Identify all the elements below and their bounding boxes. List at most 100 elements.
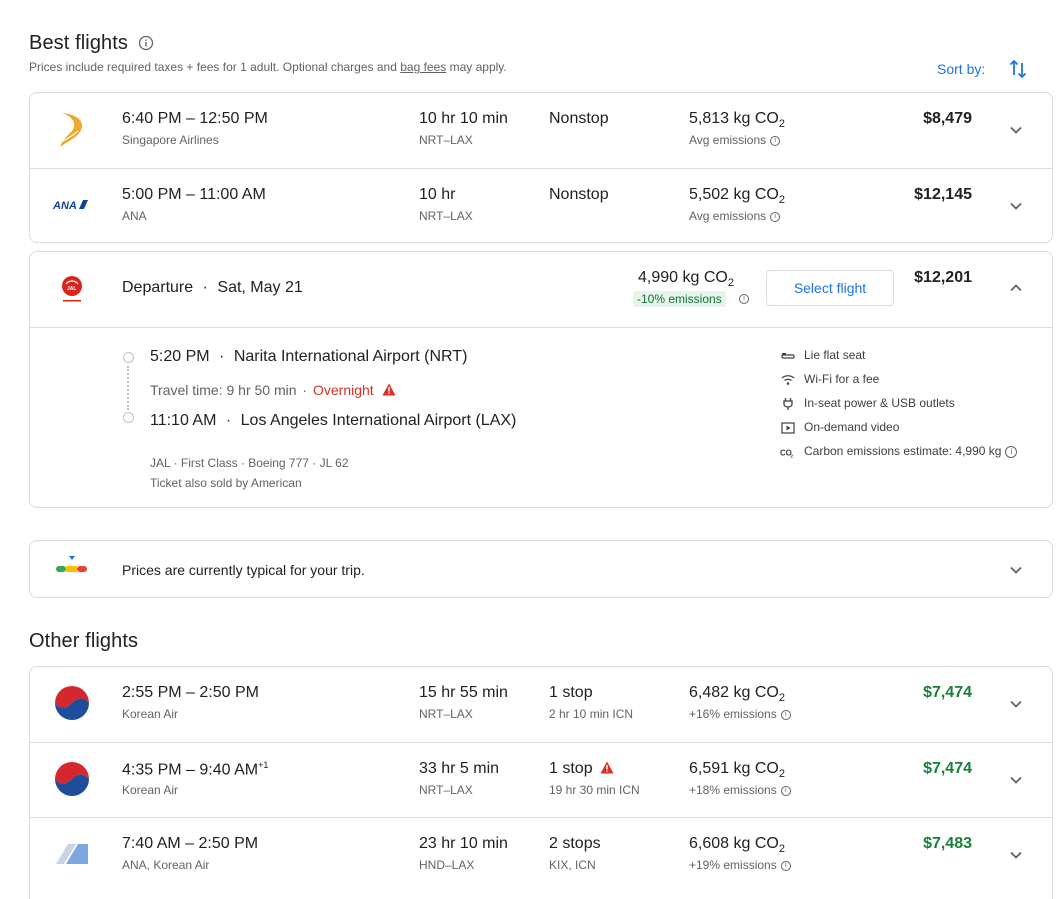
flight-row-ana-korean[interactable]: 7:40 AM – 2:50 PM ANA, Korean Air 23 hr … bbox=[30, 817, 1052, 892]
svg-text:JAL: JAL bbox=[67, 286, 76, 292]
chevron-down-icon[interactable] bbox=[1006, 120, 1026, 140]
arrival-info: 11:10 AM · Los Angeles International Air… bbox=[150, 412, 517, 429]
singapore-airlines-logo bbox=[60, 113, 83, 147]
also-sold-by: Ticket also sold by American bbox=[150, 476, 302, 490]
departure-label: Departure bbox=[122, 279, 194, 296]
price: $8,479 bbox=[923, 110, 972, 127]
layover: KIX, ICN bbox=[549, 858, 596, 872]
co2-text: 6,608 kg CO bbox=[689, 835, 779, 852]
co2-icon: CO2 bbox=[780, 449, 794, 459]
info-icon[interactable]: i bbox=[780, 709, 791, 720]
emissions-text: Avg emissions bbox=[689, 133, 767, 147]
lie-flat-seat-icon bbox=[781, 353, 795, 359]
departure-date: Sat, May 21 bbox=[217, 279, 303, 296]
chevron-down-icon[interactable] bbox=[1006, 196, 1026, 216]
info-icon[interactable]: i bbox=[780, 860, 791, 871]
best-flights-heading: Best flights bbox=[29, 32, 129, 54]
chevron-down-icon[interactable] bbox=[1006, 694, 1026, 714]
flight-times: 4:35 PM – 9:40 AM+1 bbox=[122, 760, 268, 779]
sort-icon[interactable] bbox=[1008, 58, 1028, 80]
times-text: 4:35 PM – 9:40 AM bbox=[122, 761, 259, 779]
korean-air-logo bbox=[55, 762, 89, 796]
duration: 10 hr bbox=[419, 186, 456, 203]
info-icon[interactable]: i bbox=[1005, 445, 1018, 458]
duration: 10 hr 10 min bbox=[419, 110, 508, 127]
other-flights-title: Other flights bbox=[29, 630, 139, 652]
info-icon[interactable]: i bbox=[770, 135, 781, 146]
co2-value: 6,482 kg CO2 bbox=[689, 684, 785, 705]
wifi-icon bbox=[781, 375, 795, 385]
stops: Nonstop bbox=[549, 110, 609, 127]
best-flights-list: 6:40 PM – 12:50 PM Singapore Airlines 10… bbox=[29, 92, 1053, 243]
info-icon[interactable] bbox=[138, 35, 154, 51]
emissions-label: +19% emissions i bbox=[689, 858, 791, 872]
co2-value: 6,591 kg CO2 bbox=[689, 760, 785, 781]
emissions-text: Avg emissions bbox=[689, 209, 767, 223]
co2-text: 4,990 kg CO bbox=[638, 269, 728, 286]
airline-name: Singapore Airlines bbox=[122, 133, 219, 147]
co2-value: 5,502 kg CO2 bbox=[689, 186, 785, 207]
sort-by-label[interactable]: Sort by: bbox=[937, 61, 986, 77]
bag-fees-link[interactable]: bag fees bbox=[400, 60, 447, 74]
price-insight-icon bbox=[56, 556, 87, 572]
stops-text: 1 stop bbox=[549, 760, 593, 777]
flight-times: 2:55 PM – 2:50 PM bbox=[122, 684, 259, 701]
disclaimer-text: Prices include required taxes + fees for… bbox=[29, 60, 401, 74]
co2-text: 6,482 kg CO bbox=[689, 684, 779, 701]
overnight-label: Overnight bbox=[312, 382, 374, 398]
stops: Nonstop bbox=[549, 186, 609, 203]
flight-details: JAL · First Class · Boeing 777 · JL 62 bbox=[150, 456, 349, 470]
select-flight-button[interactable]: Select flight bbox=[766, 270, 894, 306]
disclaimer-suffix: may apply. bbox=[446, 60, 507, 74]
svg-text:2: 2 bbox=[791, 453, 794, 458]
video-icon bbox=[781, 422, 795, 434]
airline-name: Korean Air bbox=[122, 783, 179, 797]
duration: 23 hr 10 min bbox=[419, 835, 508, 852]
info-icon[interactable]: i bbox=[770, 211, 781, 222]
amenity-power: In-seat power & USB outlets bbox=[804, 396, 955, 410]
divider bbox=[30, 327, 1052, 328]
route: NRT–LAX bbox=[419, 783, 473, 797]
flight-row-korean-2[interactable]: 4:35 PM – 9:40 AM+1 Korean Air 33 hr 5 m… bbox=[30, 742, 1052, 817]
duration: 33 hr 5 min bbox=[419, 760, 500, 777]
price-insight-text: Prices are currently typical for your tr… bbox=[122, 562, 365, 578]
departure-info: 5:20 PM · Narita International Airport (… bbox=[150, 348, 468, 365]
info-icon[interactable]: i bbox=[739, 294, 749, 304]
arrival-time: 11:10 AM bbox=[150, 412, 217, 429]
emissions-text: +16% emissions bbox=[689, 707, 777, 721]
flight-times: 7:40 AM – 2:50 PM bbox=[122, 835, 259, 852]
co2-value: 4,990 kg CO2 bbox=[638, 269, 734, 290]
route: NRT–LAX bbox=[419, 707, 473, 721]
departure-dot bbox=[123, 352, 134, 363]
emissions-text: +19% emissions bbox=[689, 858, 777, 872]
chevron-down-icon[interactable] bbox=[1006, 770, 1026, 790]
flight-row-ana[interactable]: ANA 5:00 PM – 11:00 AM ANA 10 hr NRT–LAX… bbox=[30, 168, 1052, 242]
expanded-flight-jal: JAL Departure · Sat, May 21 4,990 kg CO2… bbox=[29, 251, 1053, 508]
stops: 1 stop bbox=[549, 760, 614, 778]
price: $7,474 bbox=[923, 684, 972, 701]
chevron-down-icon[interactable] bbox=[1006, 560, 1026, 580]
airline-name: Korean Air bbox=[122, 707, 179, 721]
chevron-up-icon[interactable] bbox=[1006, 278, 1026, 298]
amenity-lie-flat: Lie flat seat bbox=[804, 348, 866, 362]
co2-text: 5,502 kg CO bbox=[689, 186, 779, 203]
info-icon[interactable]: i bbox=[780, 785, 791, 796]
emissions-text: +18% emissions bbox=[689, 783, 777, 797]
price: $7,483 bbox=[923, 835, 972, 852]
korean-air-logo bbox=[55, 686, 89, 720]
layover: 2 hr 10 min ICN bbox=[549, 707, 634, 721]
chevron-down-icon[interactable] bbox=[1006, 845, 1026, 865]
emissions-label: +18% emissions i bbox=[689, 783, 791, 797]
travel-time: Travel time: 9 hr 50 min bbox=[150, 382, 297, 398]
warning-icon bbox=[600, 761, 614, 774]
duration: 15 hr 55 min bbox=[419, 684, 508, 701]
flight-row-korean-1[interactable]: 2:55 PM – 2:50 PM Korean Air 15 hr 55 mi… bbox=[30, 667, 1052, 742]
svg-text:ANA: ANA bbox=[52, 200, 77, 212]
flight-row-singapore[interactable]: 6:40 PM – 12:50 PM Singapore Airlines 10… bbox=[30, 93, 1052, 168]
price-insight-card[interactable]: Prices are currently typical for your tr… bbox=[29, 540, 1053, 598]
co2-text: 6,591 kg CO bbox=[689, 760, 779, 777]
best-flights-title: Best flights bbox=[29, 32, 154, 55]
multi-airline-logo bbox=[56, 844, 88, 864]
route-line bbox=[127, 366, 129, 410]
route: HND–LAX bbox=[419, 858, 475, 872]
